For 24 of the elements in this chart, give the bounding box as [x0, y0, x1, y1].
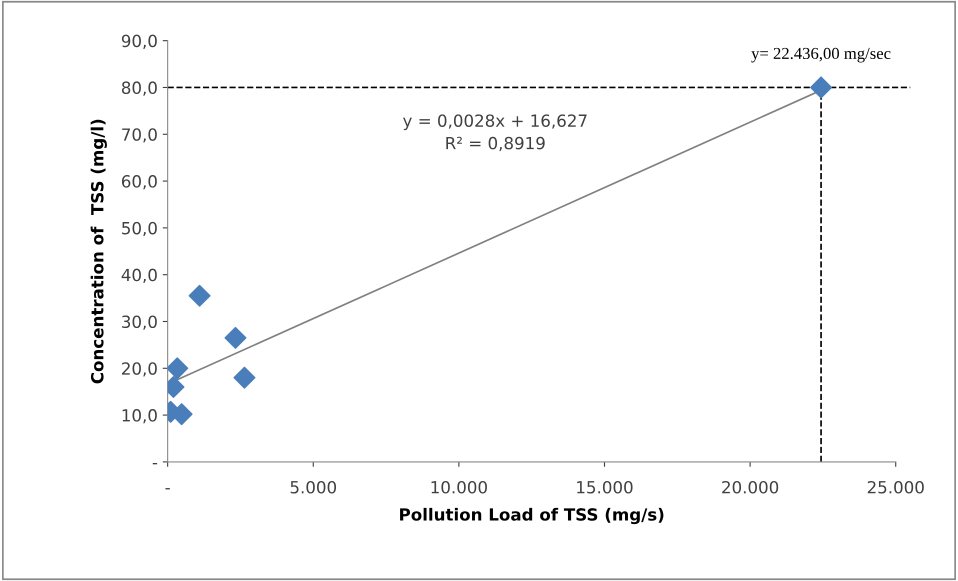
point	[168, 357, 188, 380]
x-tick-label: 5.000	[290, 480, 336, 494]
point	[810, 76, 832, 98]
y-tick-label: 60,0	[122, 175, 157, 190]
point	[233, 366, 256, 389]
y-tick-label: 80,0	[122, 81, 157, 96]
point	[224, 326, 246, 349]
y-tick-label: 70,0	[122, 128, 157, 143]
x-tick-label: 20.000	[722, 480, 778, 494]
y-tick-label: 40,0	[122, 268, 157, 283]
y-tick-label: 50,0	[122, 222, 157, 236]
y-tick-label: -	[152, 462, 158, 464]
x-axis-title: Pollution Load of TSS (mg/s)	[400, 508, 664, 524]
annotation: y= 22.436,00 mg/sec	[751, 48, 891, 62]
annotation: y = 0,0028x + 16,627 R² = 0,8919	[403, 114, 587, 152]
y-tick-label: 90,0	[122, 34, 157, 49]
x-tick-label: 15.000	[577, 480, 633, 494]
point	[188, 284, 211, 307]
y-tick-label: 10,0	[122, 409, 157, 424]
y-axis-title: Concentration of TSS (mg/l)	[90, 120, 107, 384]
x-tick-label: 25.000	[868, 480, 924, 494]
y-tick-label: 20,0	[122, 362, 157, 377]
y-tick-label: 30,0	[122, 315, 157, 330]
x-tick-label: 10.000	[432, 480, 487, 494]
